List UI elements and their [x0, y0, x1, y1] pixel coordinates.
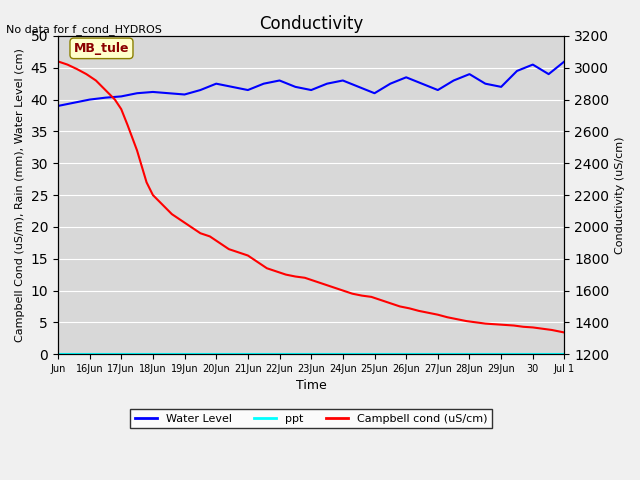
- Y-axis label: Conductivity (uS/cm): Conductivity (uS/cm): [615, 136, 625, 254]
- Legend: Water Level, ppt, Campbell cond (uS/cm): Water Level, ppt, Campbell cond (uS/cm): [131, 409, 492, 428]
- Water Level: [165, 90, 173, 96]
- Water Level: [450, 78, 458, 84]
- Water Level: [323, 81, 331, 86]
- Water Level: [133, 90, 141, 96]
- Water Level: [244, 87, 252, 93]
- Water Level: [497, 84, 505, 90]
- Water Level: [371, 90, 378, 96]
- Water Level: [387, 81, 394, 86]
- Water Level: [102, 95, 109, 100]
- Text: No data for f_cond_HYDROS: No data for f_cond_HYDROS: [6, 24, 163, 35]
- Y-axis label: Campbell Cond (uS/m), Rain (mm), Water Level (cm): Campbell Cond (uS/m), Rain (mm), Water L…: [15, 48, 25, 342]
- Water Level: [513, 68, 521, 74]
- Water Level: [355, 84, 362, 90]
- Water Level: [196, 87, 204, 93]
- Water Level: [307, 87, 315, 93]
- Title: Conductivity: Conductivity: [259, 15, 364, 33]
- Campbell cond (uS/cm): [367, 294, 375, 300]
- Line: Campbell cond (uS/cm): Campbell cond (uS/cm): [58, 61, 564, 333]
- Water Level: [403, 74, 410, 80]
- Water Level: [212, 81, 220, 86]
- Campbell cond (uS/cm): [339, 288, 347, 293]
- Water Level: [86, 96, 93, 102]
- Water Level: [434, 87, 442, 93]
- Water Level: [291, 84, 299, 90]
- Water Level: [481, 81, 489, 86]
- Line: Water Level: Water Level: [58, 61, 564, 106]
- Campbell cond (uS/cm): [444, 314, 451, 320]
- Campbell cond (uS/cm): [63, 62, 71, 68]
- Water Level: [260, 81, 268, 86]
- Water Level: [117, 94, 125, 99]
- Campbell cond (uS/cm): [387, 300, 394, 306]
- Water Level: [276, 78, 284, 84]
- Campbell cond (uS/cm): [234, 250, 242, 255]
- Campbell cond (uS/cm): [54, 59, 61, 64]
- Water Level: [529, 62, 537, 68]
- Campbell cond (uS/cm): [561, 330, 568, 336]
- Water Level: [180, 92, 188, 97]
- Water Level: [466, 71, 474, 77]
- Water Level: [561, 59, 568, 64]
- Text: MB_tule: MB_tule: [74, 42, 129, 55]
- Water Level: [54, 103, 61, 109]
- Water Level: [228, 84, 236, 90]
- Water Level: [418, 81, 426, 86]
- Water Level: [149, 89, 157, 95]
- Water Level: [339, 78, 347, 84]
- Water Level: [545, 71, 552, 77]
- Water Level: [70, 100, 77, 106]
- X-axis label: Time: Time: [296, 379, 326, 393]
